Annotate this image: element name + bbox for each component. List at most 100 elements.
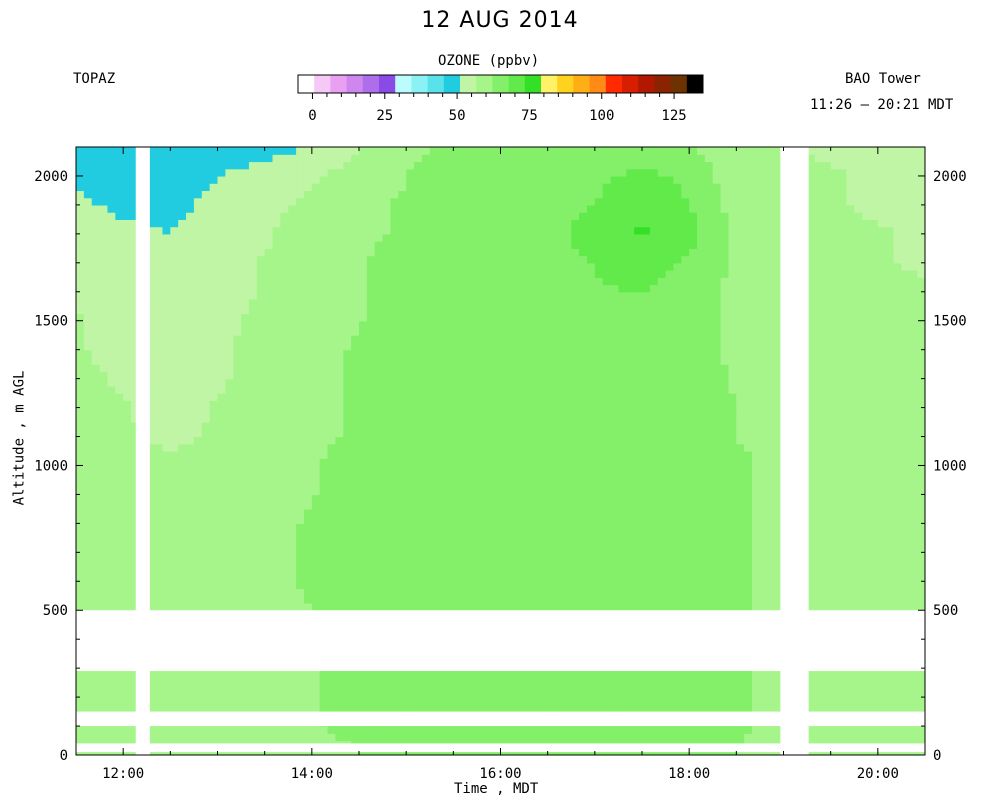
ozone-cell (170, 465, 179, 474)
ozone-cell (374, 422, 384, 430)
ozone-cell (524, 364, 533, 372)
ozone-cell (288, 342, 297, 351)
ozone-cell (303, 291, 313, 300)
ozone-cell (170, 262, 179, 271)
ozone-cell (256, 697, 266, 705)
ozone-cell (311, 241, 321, 249)
ozone-cell (516, 559, 525, 568)
ozone-cell (209, 501, 219, 510)
ozone-cell (248, 668, 258, 676)
ozone-cell (280, 393, 289, 401)
ozone-cell (248, 371, 258, 380)
ozone-cell (186, 197, 195, 206)
ozone-cell (186, 248, 195, 257)
ozone-cell (91, 479, 101, 488)
ozone-cell (508, 277, 517, 286)
ozone-cell (272, 581, 281, 590)
ozone-cell (453, 349, 462, 358)
ozone-cell (201, 154, 211, 163)
ozone-cell (327, 443, 337, 452)
ozone-cell (272, 168, 281, 177)
ozone-cell (500, 668, 509, 676)
ozone-cell (83, 465, 93, 474)
ozone-cell (429, 212, 439, 220)
ozone-cell (280, 342, 289, 351)
ozone-cell (91, 291, 101, 300)
ozone-cell (406, 472, 415, 481)
ozone-cell (99, 588, 109, 597)
ozone-cell (83, 429, 93, 438)
ozone-cell (146, 212, 156, 220)
ozone-cell (193, 284, 203, 293)
ozone-cell (83, 595, 93, 604)
ozone-cell (303, 262, 313, 271)
ozone-cell (83, 190, 93, 199)
ozone-cell (335, 212, 344, 220)
ozone-cell (83, 552, 93, 561)
ozone-cell (256, 552, 266, 561)
ozone-cell (343, 175, 352, 184)
ozone-cell (311, 270, 321, 278)
ozone-cell (233, 204, 242, 213)
ozone-cell (335, 668, 344, 676)
ozone-cell (233, 241, 242, 249)
ozone-cell (280, 356, 289, 365)
ozone-cell (107, 320, 116, 329)
ozone-cell (469, 603, 478, 611)
ozone-cell (193, 566, 203, 575)
ozone-cell (170, 472, 179, 481)
ozone-cell (115, 581, 124, 590)
ozone-cell (256, 414, 266, 423)
ozone-cell (461, 733, 470, 742)
ozone-cell (264, 219, 274, 228)
ozone-cell (264, 501, 274, 510)
ozone-cell (123, 668, 132, 676)
ozone-cell (319, 335, 329, 344)
ozone-cell (225, 327, 234, 336)
ozone-cell (500, 733, 509, 742)
ozone-cell (508, 436, 517, 445)
ozone-cell (76, 226, 85, 235)
ozone-cell (272, 689, 281, 698)
ozone-cell (288, 465, 297, 474)
ozone-cell (115, 226, 124, 235)
ozone-cell (296, 400, 305, 409)
ozone-cell (76, 306, 85, 315)
ozone-cell (280, 443, 289, 452)
ozone-cell (421, 530, 431, 539)
ozone-cell (319, 204, 329, 213)
ozone-cell (162, 436, 171, 445)
ozone-cell (374, 400, 384, 409)
ozone-cell (162, 552, 171, 561)
ozone-cell (366, 327, 376, 336)
ozone-cell (319, 682, 329, 691)
ozone-cell (382, 523, 392, 532)
ozone-cell (241, 299, 250, 307)
ozone-cell (241, 270, 250, 278)
ozone-cell (539, 530, 549, 539)
ozone-cell (374, 726, 384, 734)
ozone-cell (539, 603, 549, 611)
ozone-cell (516, 313, 525, 322)
ozone-cell (296, 458, 305, 467)
ozone-cell (382, 436, 392, 445)
ozone-cell (421, 262, 431, 271)
ozone-cell (327, 270, 337, 278)
ozone-cell (107, 559, 116, 568)
ozone-cell (217, 212, 226, 220)
ozone-cell (91, 190, 101, 199)
ozone-cell (414, 262, 423, 271)
ozone-cell (351, 255, 360, 264)
ozone-cell (83, 262, 93, 271)
ozone-cell (469, 371, 478, 380)
ozone-cell (217, 291, 226, 300)
ozone-cell (154, 204, 164, 213)
ozone-cell (288, 588, 297, 597)
ozone-cell (201, 537, 211, 546)
ozone-cell (233, 429, 242, 438)
ozone-cell (398, 371, 407, 380)
ozone-cell (99, 436, 109, 445)
ozone-cell (516, 393, 525, 401)
ozone-cell (296, 465, 305, 474)
ozone-cell (516, 682, 525, 691)
